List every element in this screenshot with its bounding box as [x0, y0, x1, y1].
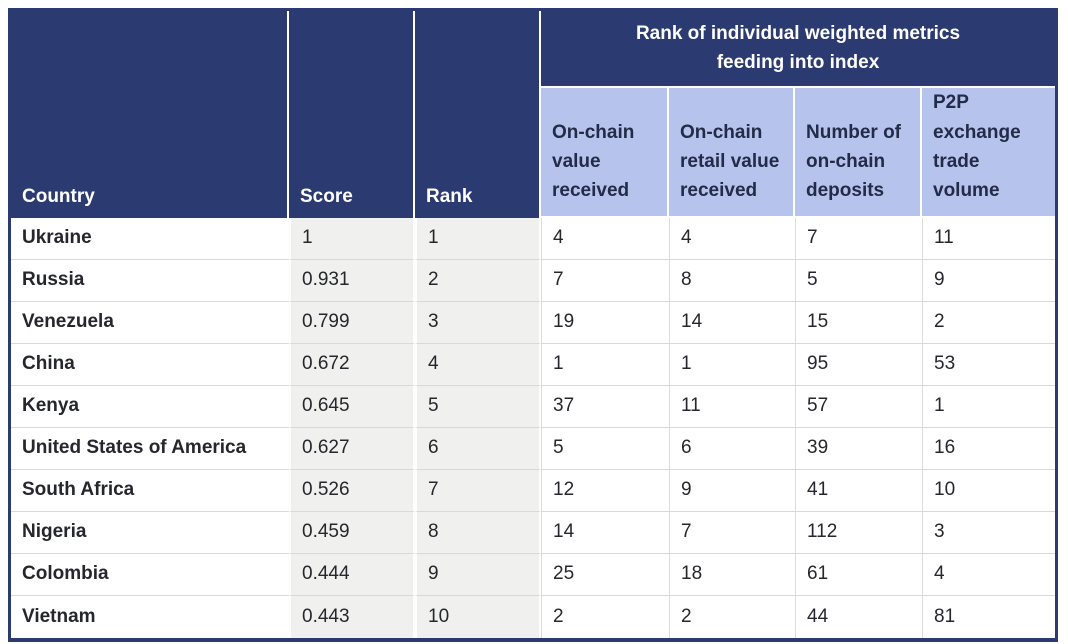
- cell-rank: 4: [415, 343, 541, 386]
- cell-metric: 1: [669, 343, 795, 386]
- cell-metric: 25: [541, 553, 669, 596]
- cell-metric: 19: [541, 301, 669, 344]
- cell-metric: 11: [669, 385, 795, 428]
- cell-country: Russia: [11, 259, 289, 302]
- cell-metric: 2: [669, 595, 795, 638]
- crypto-adoption-index-table: Country Score Rank Rank of individual we…: [8, 8, 1058, 642]
- column-header-country: Country: [11, 11, 289, 218]
- metric-header-onchain-value-received: On-chain value received: [541, 87, 669, 218]
- cell-metric: 4: [669, 217, 795, 260]
- cell-score: 0.799: [289, 301, 415, 344]
- cell-metric: 9: [669, 469, 795, 512]
- cell-rank: 8: [415, 511, 541, 554]
- cell-metric: 15: [795, 301, 922, 344]
- cell-metric: 112: [795, 511, 922, 554]
- cell-metric: 16: [922, 427, 1055, 470]
- cell-country: Nigeria: [11, 511, 289, 554]
- cell-metric: 1: [922, 385, 1055, 428]
- cell-rank: 7: [415, 469, 541, 512]
- cell-metric: 14: [541, 511, 669, 554]
- cell-metric: 18: [669, 553, 795, 596]
- cell-country: Vietnam: [11, 595, 289, 638]
- cell-country: South Africa: [11, 469, 289, 512]
- cell-metric: 4: [922, 553, 1055, 596]
- cell-metric: 81: [922, 595, 1055, 638]
- cell-rank: 1: [415, 217, 541, 260]
- cell-metric: 6: [669, 427, 795, 470]
- cell-metric: 5: [541, 427, 669, 470]
- table-row: Vietnam 0.443 10 2 2 44 81: [11, 595, 1055, 638]
- cell-country: Ukraine: [11, 217, 289, 260]
- cell-score: 0.645: [289, 385, 415, 428]
- metric-header-p2p-exchange-trade-volume: P2P exchange trade volume: [922, 87, 1055, 218]
- cell-score: 0.672: [289, 343, 415, 386]
- cell-metric: 11: [922, 217, 1055, 260]
- table-row: South Africa 0.526 7 12 9 41 10: [11, 469, 1055, 512]
- cell-score: 0.444: [289, 553, 415, 596]
- cell-metric: 5: [795, 259, 922, 302]
- cell-metric: 53: [922, 343, 1055, 386]
- cell-metric: 41: [795, 469, 922, 512]
- cell-metric: 57: [795, 385, 922, 428]
- cell-metric: 1: [541, 343, 669, 386]
- metric-header-onchain-retail-value-received: On-chain retail value received: [669, 87, 795, 218]
- cell-country: China: [11, 343, 289, 386]
- cell-metric: 2: [541, 595, 669, 638]
- cell-rank: 5: [415, 385, 541, 428]
- cell-rank: 3: [415, 301, 541, 344]
- cell-metric: 8: [669, 259, 795, 302]
- table-row: Russia 0.931 2 7 8 5 9: [11, 259, 1055, 302]
- data-table: Country Score Rank Rank of individual we…: [11, 11, 1055, 638]
- cell-score: 0.931: [289, 259, 415, 302]
- cell-score: 0.526: [289, 469, 415, 512]
- table-row: Colombia 0.444 9 25 18 61 4: [11, 553, 1055, 596]
- table-row: Venezuela 0.799 3 19 14 15 2: [11, 301, 1055, 344]
- cell-metric: 12: [541, 469, 669, 512]
- cell-metric: 61: [795, 553, 922, 596]
- cell-rank: 10: [415, 595, 541, 638]
- cell-score: 0.627: [289, 427, 415, 470]
- cell-score: 0.443: [289, 595, 415, 638]
- cell-country: Venezuela: [11, 301, 289, 344]
- cell-metric: 9: [922, 259, 1055, 302]
- cell-metric: 2: [922, 301, 1055, 344]
- cell-metric: 4: [541, 217, 669, 260]
- cell-country: United States of America: [11, 427, 289, 470]
- group-header-weighted-metrics: Rank of individual weighted metrics feed…: [541, 11, 1055, 88]
- cell-metric: 7: [669, 511, 795, 554]
- cell-metric: 7: [541, 259, 669, 302]
- cell-score: 1: [289, 217, 415, 260]
- cell-metric: 39: [795, 427, 922, 470]
- cell-metric: 95: [795, 343, 922, 386]
- metric-header-number-onchain-deposits: Number of on-chain deposits: [795, 87, 922, 218]
- table-row: Ukraine 1 1 4 4 7 11: [11, 217, 1055, 260]
- column-header-score: Score: [289, 11, 415, 218]
- cell-score: 0.459: [289, 511, 415, 554]
- cell-country: Colombia: [11, 553, 289, 596]
- cell-metric: 44: [795, 595, 922, 638]
- table-row: Nigeria 0.459 8 14 7 112 3: [11, 511, 1055, 554]
- cell-metric: 37: [541, 385, 669, 428]
- cell-rank: 6: [415, 427, 541, 470]
- cell-metric: 7: [795, 217, 922, 260]
- cell-metric: 10: [922, 469, 1055, 512]
- cell-metric: 3: [922, 511, 1055, 554]
- group-header-line1: Rank of individual weighted metrics: [635, 23, 961, 44]
- column-header-rank: Rank: [415, 11, 541, 218]
- table-row: Kenya 0.645 5 37 11 57 1: [11, 385, 1055, 428]
- cell-rank: 2: [415, 259, 541, 302]
- cell-country: Kenya: [11, 385, 289, 428]
- table-row: China 0.672 4 1 1 95 53: [11, 343, 1055, 386]
- table-row: United States of America 0.627 6 5 6 39 …: [11, 427, 1055, 470]
- cell-rank: 9: [415, 553, 541, 596]
- group-header-line2: feeding into index: [716, 52, 880, 74]
- cell-metric: 14: [669, 301, 795, 344]
